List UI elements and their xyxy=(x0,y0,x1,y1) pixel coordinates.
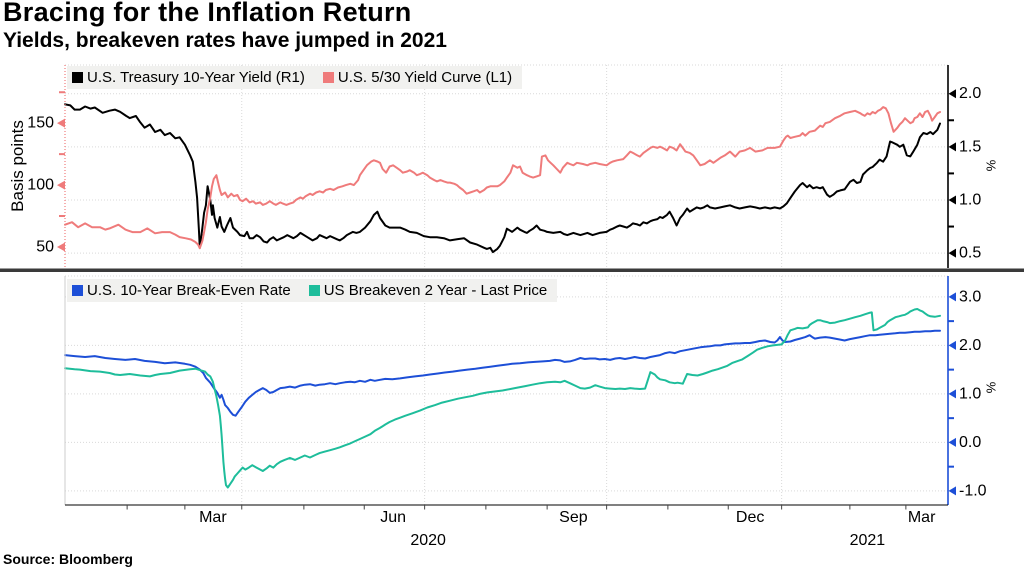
right-axis-tick-arrow xyxy=(948,248,956,258)
x-axis-year-label: 2020 xyxy=(410,532,446,549)
left-axis-tick-label: 50 xyxy=(36,238,54,255)
bottom-right-axis-unit: % xyxy=(983,381,999,394)
x-axis-month-label: Sep xyxy=(559,509,588,526)
right-axis-tick-arrow xyxy=(948,142,956,152)
legend-label: U.S. 10-Year Break-Even Rate xyxy=(87,282,291,299)
breakeven-2y-swatch-icon xyxy=(308,285,320,296)
x-axis-month-label: Dec xyxy=(736,509,764,526)
x-axis-month-label: Mar xyxy=(908,509,936,526)
legend-top-panel: U.S. Treasury 10-Year Yield (R1) U.S. 5/… xyxy=(67,66,523,89)
page-subtitle: Yields, breakeven rates have jumped in 2… xyxy=(3,29,447,52)
right-axis-tick-label: 2.0 xyxy=(959,85,981,102)
legend-entry-breakeven-2y: US Breakeven 2 Year - Last Price xyxy=(308,282,548,299)
left-axis-tick-arrow xyxy=(57,180,65,190)
right-axis-tick-label: 0.0 xyxy=(959,434,981,451)
series-line-breakeven2 xyxy=(64,308,941,489)
panel-divider xyxy=(0,268,1024,272)
legend-label: US Breakeven 2 Year - Last Price xyxy=(323,282,548,299)
right-axis-tick-label: 1.0 xyxy=(959,385,981,402)
right-axis-tick-arrow xyxy=(948,195,956,205)
legend-entry-breakeven-10y: U.S. 10-Year Break-Even Rate xyxy=(72,282,291,299)
page-title: Bracing for the Inflation Return xyxy=(3,0,412,27)
right-axis-tick-label: 3.0 xyxy=(959,288,981,305)
source-note: Source: Bloomberg xyxy=(3,551,133,567)
left-axis-tick-label: 150 xyxy=(27,115,54,132)
breakeven-10y-swatch-icon xyxy=(72,285,83,296)
right-axis-tick-arrow xyxy=(948,89,956,99)
series-line-curve xyxy=(64,106,941,250)
treasury-yield-swatch-icon xyxy=(72,72,83,83)
left-axis-title: Basis points xyxy=(8,120,27,212)
x-axis-year-label: 2021 xyxy=(850,532,886,549)
right-axis-tick-label: 1.0 xyxy=(959,191,981,208)
top-right-axis-unit: % xyxy=(983,159,999,172)
yield-curve-swatch-icon xyxy=(322,72,334,83)
right-axis-tick-label: 1.5 xyxy=(959,138,981,155)
left-axis-tick-arrow xyxy=(57,242,65,252)
legend-label: U.S. Treasury 10-Year Yield (R1) xyxy=(87,69,305,86)
legend-bottom-panel: U.S. 10-Year Break-Even Rate US Breakeve… xyxy=(67,279,558,302)
series-line-treasury xyxy=(64,103,941,254)
x-axis-month-label: Mar xyxy=(199,509,227,526)
legend-entry-treasury-yield: U.S. Treasury 10-Year Yield (R1) xyxy=(72,69,305,86)
right-axis-tick-arrow xyxy=(948,340,956,350)
legend-label: U.S. 5/30 Yield Curve (L1) xyxy=(337,69,513,86)
right-axis-tick-label: 2.0 xyxy=(959,337,981,354)
right-axis-tick-arrow xyxy=(948,437,956,447)
right-axis-tick-arrow xyxy=(948,486,956,496)
legend-entry-yield-curve: U.S. 5/30 Yield Curve (L1) xyxy=(322,69,513,86)
left-axis-tick-label: 100 xyxy=(27,177,54,194)
right-axis-tick-arrow xyxy=(948,389,956,399)
right-axis-tick-arrow xyxy=(948,292,956,302)
left-axis-tick-arrow xyxy=(57,118,65,128)
right-axis-tick-label: -1.0 xyxy=(959,482,987,499)
x-axis-month-label: Jun xyxy=(380,509,406,526)
right-axis-tick-label: 0.5 xyxy=(959,245,981,262)
series-line-breakeven10 xyxy=(64,329,941,417)
